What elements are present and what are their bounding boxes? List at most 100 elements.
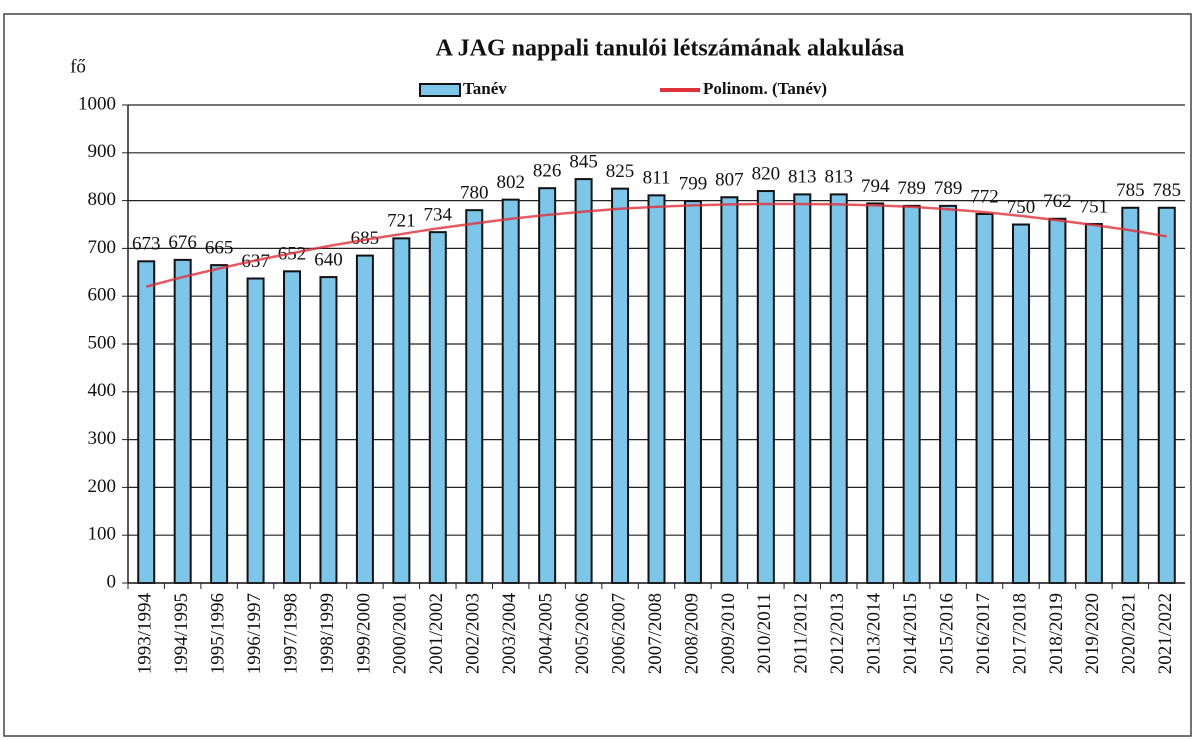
bar bbox=[465, 209, 484, 584]
legend-swatch bbox=[419, 83, 461, 97]
x-tick-label: 2010/2011 bbox=[754, 593, 775, 674]
x-tick-label: 2005/2006 bbox=[572, 593, 593, 674]
bar bbox=[1121, 206, 1140, 585]
x-tick-label: 2006/2007 bbox=[608, 593, 629, 674]
data-label: 811 bbox=[643, 168, 671, 189]
y-tick-label: 600 bbox=[88, 285, 117, 306]
bar bbox=[1011, 223, 1030, 584]
x-tick-label: 2016/2017 bbox=[973, 593, 994, 674]
y-axis-label: fő bbox=[70, 56, 86, 77]
bar bbox=[939, 204, 958, 584]
x-tick-label: 1999/2000 bbox=[353, 593, 374, 674]
x-tick-label: 1993/1994 bbox=[135, 593, 156, 675]
bar bbox=[756, 190, 775, 584]
x-tick-label: 2003/2004 bbox=[499, 593, 520, 675]
data-label: 802 bbox=[496, 172, 525, 193]
bar bbox=[574, 178, 593, 584]
data-label: 676 bbox=[168, 232, 197, 253]
bar bbox=[283, 270, 302, 584]
data-label: 845 bbox=[569, 151, 598, 172]
x-tick-label: 2001/2002 bbox=[426, 593, 447, 674]
y-tick-label: 1000 bbox=[78, 93, 116, 114]
x-tick-label: 2019/2020 bbox=[1082, 593, 1103, 674]
bar bbox=[355, 254, 374, 584]
bar bbox=[246, 277, 265, 584]
x-tick-label: 1995/1996 bbox=[207, 593, 228, 674]
y-tick-label: 700 bbox=[88, 237, 117, 258]
bar bbox=[793, 193, 812, 585]
bar bbox=[428, 231, 447, 584]
data-label: 799 bbox=[679, 173, 708, 194]
data-label: 826 bbox=[533, 161, 562, 182]
data-label: 785 bbox=[1153, 180, 1182, 201]
y-tick-label: 200 bbox=[88, 476, 117, 497]
y-tick-label: 400 bbox=[88, 380, 117, 401]
x-tick-label: 2021/2022 bbox=[1155, 593, 1176, 674]
frame bbox=[3, 13, 1192, 737]
data-label: 813 bbox=[788, 167, 817, 188]
bar bbox=[975, 212, 994, 584]
bar bbox=[1084, 223, 1103, 584]
data-label: 780 bbox=[460, 183, 489, 204]
data-label: 751 bbox=[1080, 196, 1109, 217]
x-tick-label: 2007/2008 bbox=[645, 593, 666, 674]
data-label: 762 bbox=[1043, 191, 1072, 212]
data-label: 685 bbox=[351, 228, 380, 249]
bar bbox=[1157, 206, 1176, 585]
y-tick-label: 0 bbox=[107, 571, 117, 592]
bar bbox=[611, 187, 630, 584]
x-tick-label: 2012/2013 bbox=[827, 593, 848, 674]
data-label: 673 bbox=[132, 234, 161, 255]
data-label: 640 bbox=[314, 249, 343, 270]
x-tick-label: 1996/1997 bbox=[244, 593, 265, 674]
x-tick-label: 2014/2015 bbox=[900, 593, 921, 674]
y-tick-label: 500 bbox=[88, 332, 117, 353]
x-tick-label: 1994/1995 bbox=[171, 593, 192, 674]
bar bbox=[319, 276, 338, 584]
data-label: 772 bbox=[970, 186, 999, 207]
bar bbox=[902, 204, 921, 584]
data-label: 734 bbox=[424, 205, 453, 226]
y-tick-label: 100 bbox=[88, 524, 117, 545]
bar bbox=[829, 193, 848, 585]
bar bbox=[137, 260, 156, 584]
data-label: 825 bbox=[606, 161, 635, 182]
data-label: 789 bbox=[897, 178, 926, 199]
x-tick-label: 2017/2018 bbox=[1009, 593, 1030, 674]
data-label: 750 bbox=[1007, 197, 1036, 218]
data-label: 785 bbox=[1116, 180, 1145, 201]
x-tick-label: 2018/2019 bbox=[1046, 593, 1067, 674]
bar bbox=[1048, 217, 1067, 584]
x-tick-label: 1997/1998 bbox=[280, 593, 301, 674]
x-tick-label: 2013/2014 bbox=[864, 593, 885, 675]
bar bbox=[683, 200, 702, 584]
x-tick-label: 2020/2021 bbox=[1119, 593, 1140, 674]
bar bbox=[392, 237, 411, 584]
data-label: 789 bbox=[934, 178, 963, 199]
bar bbox=[501, 198, 520, 584]
data-label: 665 bbox=[205, 237, 234, 258]
bar bbox=[538, 187, 557, 584]
legend-label: Polinom. (Tanév) bbox=[703, 79, 827, 98]
data-label: 807 bbox=[715, 170, 744, 191]
chart-title: A JAG nappali tanulói létszámának alakul… bbox=[436, 36, 905, 62]
data-label: 721 bbox=[387, 211, 416, 232]
x-tick-label: 2008/2009 bbox=[681, 593, 702, 674]
y-tick-label: 800 bbox=[88, 189, 117, 210]
data-label: 820 bbox=[752, 163, 781, 184]
data-label: 794 bbox=[861, 176, 890, 197]
data-label: 813 bbox=[824, 167, 853, 188]
x-tick-label: 2015/2016 bbox=[936, 593, 957, 674]
x-tick-label: 1998/1999 bbox=[317, 593, 338, 674]
legend-label: Tanév bbox=[463, 79, 507, 98]
y-tick-label: 300 bbox=[88, 428, 117, 449]
x-tick-label: 2004/2005 bbox=[536, 593, 557, 674]
x-tick-label: 2011/2012 bbox=[791, 593, 812, 674]
bar bbox=[720, 196, 739, 584]
x-tick-label: 2009/2010 bbox=[718, 593, 739, 674]
y-tick-label: 900 bbox=[88, 141, 117, 162]
x-tick-label: 2000/2001 bbox=[390, 593, 411, 674]
bar bbox=[210, 264, 229, 584]
x-tick-label: 2002/2003 bbox=[463, 593, 484, 674]
